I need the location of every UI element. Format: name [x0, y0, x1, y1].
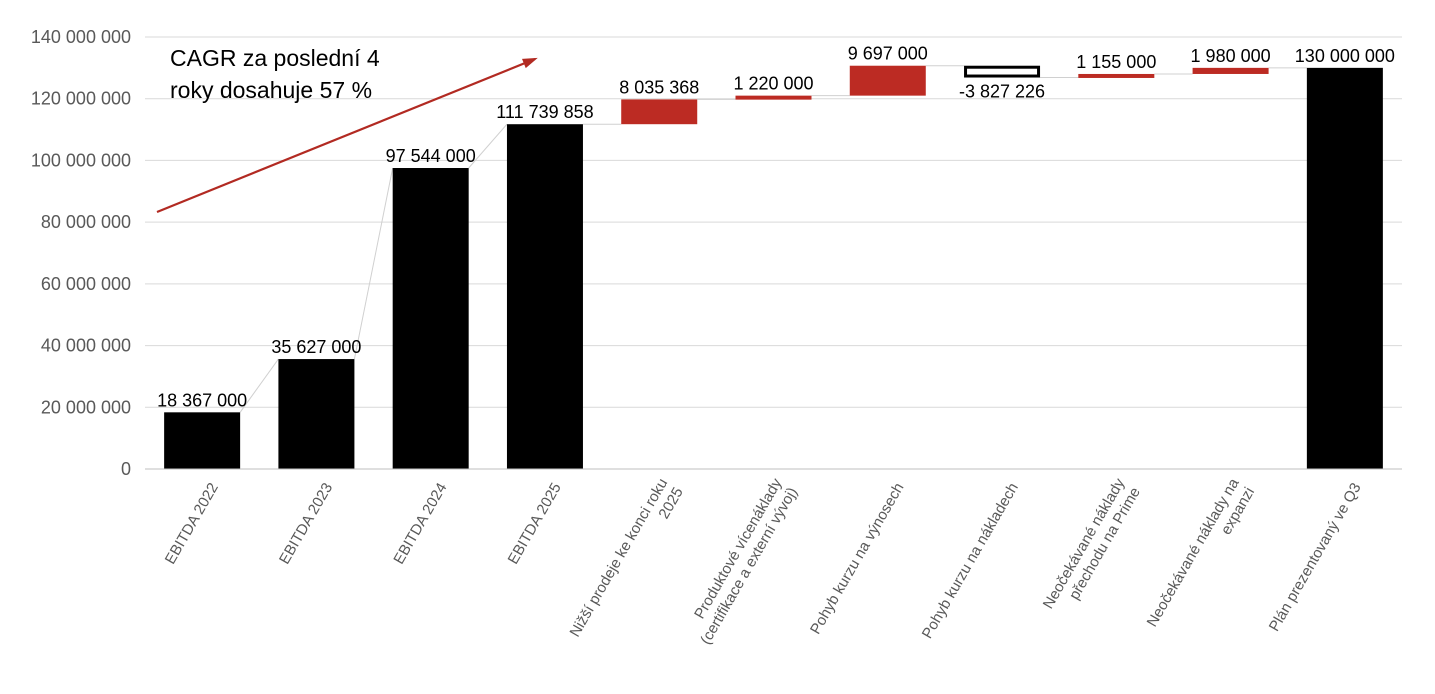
x-tick-label-line: EBITDA 2023 — [276, 480, 336, 567]
bars — [164, 65, 1383, 469]
x-tick-label-line: EBITDA 2022 — [162, 480, 222, 567]
x-tick-label: Plán prezentovaný ve Q3 — [1266, 480, 1365, 634]
x-tick-label: EBITDA 2025 — [505, 480, 565, 567]
x-axis: EBITDA 2022 EBITDA 2023 EBITDA 2024 EBITDA … — [145, 468, 1402, 647]
bar-total — [164, 412, 241, 469]
x-tick-label-line: Pohyb kurzu na výnosech — [807, 480, 908, 637]
x-tick-label: Produktové vícenáklady(certifikace a ext… — [691, 475, 801, 647]
connector-line — [468, 123, 508, 169]
x-tick-label-line: Nižší prodeje ke konci roku — [566, 476, 671, 640]
data-label: 111 739 858 — [496, 102, 593, 122]
cagr-arrow-head — [522, 57, 538, 69]
data-label: -3 827 226 — [959, 82, 1045, 102]
data-label: 35 627 000 — [271, 337, 361, 357]
y-tick-label: 20 000 000 — [41, 397, 131, 417]
x-tick-label: EBITDA 2023 — [276, 480, 336, 567]
x-tick-label: Pohyb kurzu na výnosech — [807, 480, 908, 637]
bar-total — [506, 124, 583, 469]
bar-increase — [1078, 73, 1155, 78]
y-tick-label: 80 000 000 — [41, 212, 131, 232]
y-tick-label: 40 000 000 — [41, 336, 131, 356]
x-tick-label-line: Neočekávané náklady na — [1144, 475, 1243, 630]
data-label: 97 544 000 — [386, 146, 476, 166]
x-tick-label-line: EBITDA 2025 — [505, 480, 565, 567]
x-tick-label-line: EBITDA 2024 — [390, 480, 450, 567]
data-label: 8 035 368 — [619, 77, 699, 97]
connector-line — [353, 167, 394, 360]
bar-decrease — [964, 65, 1041, 78]
connector-lines — [239, 65, 1307, 413]
bar-increase — [849, 65, 926, 96]
data-label: 130 000 000 — [1295, 46, 1395, 66]
cagr-annotation-line-1: CAGR za poslední 4 — [170, 45, 380, 71]
connector-line — [239, 358, 279, 413]
cagr-annotation-line-2: roky dosahuje 57 % — [170, 77, 372, 103]
x-tick-label-line: (certifikace a externí vývoj) — [697, 484, 801, 647]
bar-increase — [1192, 67, 1269, 74]
bar-increase — [621, 99, 698, 125]
data-label: 18 367 000 — [157, 390, 247, 410]
y-tick-label: 60 000 000 — [41, 274, 131, 294]
data-label: 1 155 000 — [1076, 52, 1156, 72]
x-tick-label-line: Plán prezentovaný ve Q3 — [1266, 480, 1365, 634]
bar-total — [392, 168, 469, 469]
cagr-annotation: CAGR za poslední 4 roky dosahuje 57 % — [156, 45, 538, 214]
data-label: 1 220 000 — [733, 74, 813, 94]
x-tick-label-line: Pohyb kurzu na nákladech — [919, 480, 1022, 642]
data-label: 1 980 000 — [1191, 46, 1271, 66]
bar-total — [1306, 67, 1383, 469]
cagr-arrow — [156, 57, 536, 214]
y-tick-label: 140 000 000 — [31, 27, 131, 47]
x-tick-label: EBITDA 2022 — [162, 480, 222, 567]
bar-increase — [735, 95, 812, 100]
y-tick-label: 100 000 000 — [31, 150, 131, 170]
bar-total — [278, 359, 355, 469]
data-labels: 18 367 000 35 627 000 97 544 000 111 739 85… — [157, 44, 1395, 411]
x-tick-label: Pohyb kurzu na nákladech — [919, 480, 1022, 642]
y-tick-label: 120 000 000 — [31, 89, 131, 109]
y-tick-label: 0 — [121, 459, 131, 479]
data-label: 9 697 000 — [848, 44, 928, 64]
x-tick-label: EBITDA 2024 — [390, 480, 450, 567]
y-axis: 0 20 000 000 40 000 000 60 000 000 80 000 00… — [31, 27, 131, 479]
